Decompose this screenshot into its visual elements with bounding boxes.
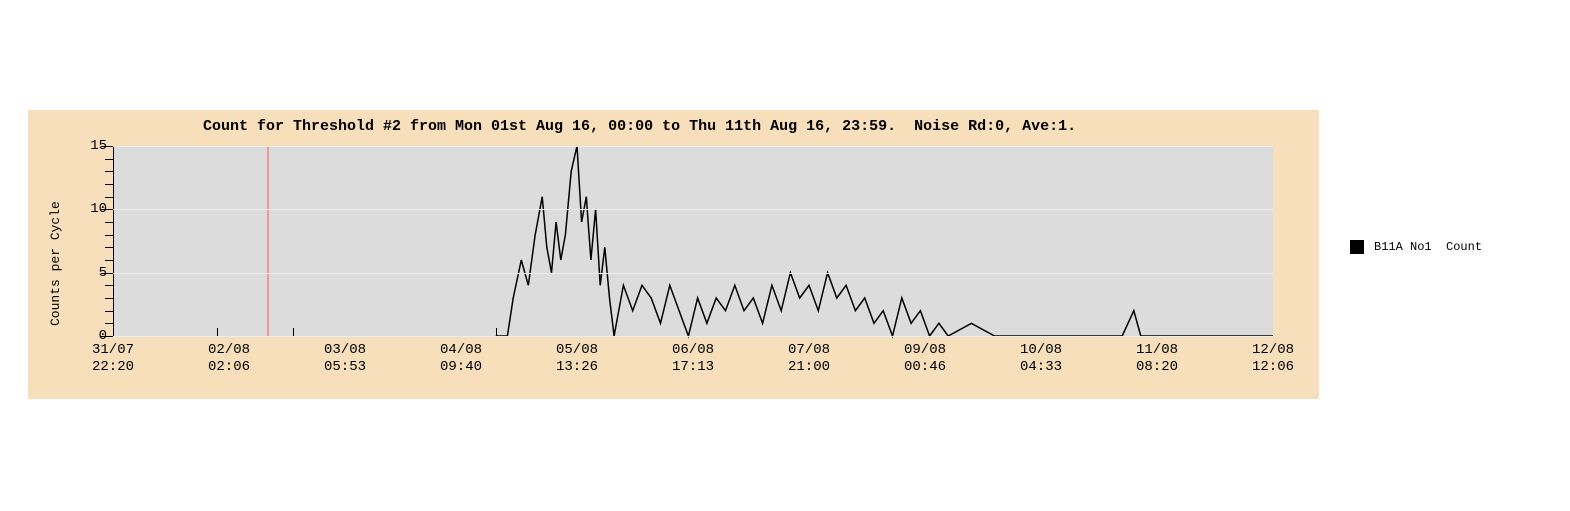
- y-minor-tick: [105, 260, 113, 261]
- y-minor-tick: [105, 222, 113, 223]
- y-minor-tick: [105, 171, 113, 172]
- gridline: [113, 273, 1273, 274]
- chart-frame: Count for Threshold #2 from Mon 01st Aug…: [0, 0, 1570, 511]
- y-minor-tick: [105, 247, 113, 248]
- y-minor-tick: [105, 197, 113, 198]
- x-tick-label: 02/08 02:06: [208, 336, 250, 376]
- series-polyline: [496, 146, 1273, 336]
- gridline: [113, 209, 1273, 210]
- x-minor-mark: [496, 328, 497, 336]
- y-minor-tick: [105, 311, 113, 312]
- x-tick-label: 03/08 05:53: [324, 336, 366, 376]
- x-tick-label: 05/08 13:26: [556, 336, 598, 376]
- x-tick-label: 10/08 04:33: [1020, 336, 1062, 376]
- x-minor-mark: [217, 328, 218, 336]
- x-tick-label: 31/07 22:20: [92, 336, 134, 376]
- y-minor-tick: [105, 184, 113, 185]
- y-minor-tick: [105, 235, 113, 236]
- chart-title: Count for Threshold #2 from Mon 01st Aug…: [203, 118, 1076, 135]
- y-major-tick: [101, 209, 113, 210]
- x-tick-label: 07/08 21:00: [788, 336, 830, 376]
- x-tick-label: 04/08 09:40: [440, 336, 482, 376]
- y-major-tick: [101, 146, 113, 147]
- legend-label: B11A No1 Count: [1374, 240, 1482, 254]
- x-tick-label: 06/08 17:13: [672, 336, 714, 376]
- y-major-tick: [101, 273, 113, 274]
- y-minor-tick: [105, 323, 113, 324]
- y-minor-tick: [105, 285, 113, 286]
- y-minor-tick: [105, 159, 113, 160]
- legend: B11A No1 Count: [1350, 240, 1482, 254]
- legend-swatch: [1350, 240, 1364, 254]
- x-minor-mark: [293, 328, 294, 336]
- x-tick-label: 12/08 12:06: [1252, 336, 1294, 376]
- y-axis-label: Counts per Cycle: [48, 201, 63, 326]
- x-tick-label: 11/08 08:20: [1136, 336, 1178, 376]
- plot-area: 05101531/07 22:2002/08 02:0603/08 05:530…: [113, 146, 1273, 336]
- gridline: [113, 146, 1273, 147]
- data-series-line: [113, 146, 1273, 336]
- x-tick-label: 09/08 00:46: [904, 336, 946, 376]
- y-minor-tick: [105, 298, 113, 299]
